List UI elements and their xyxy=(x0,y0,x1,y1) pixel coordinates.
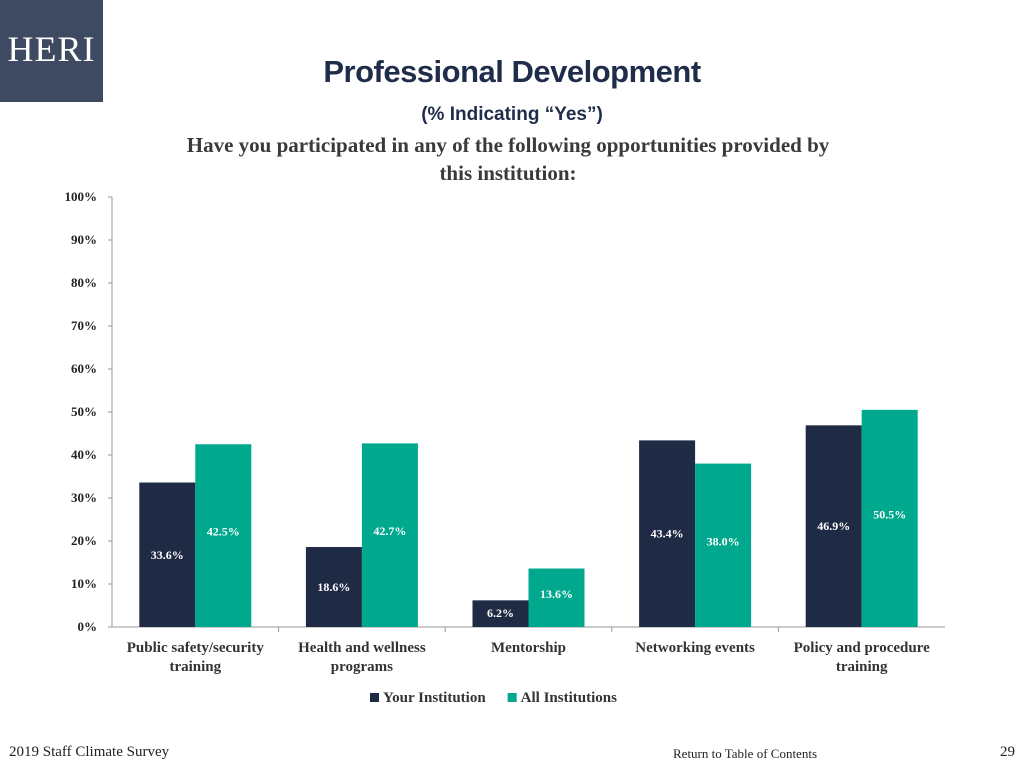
y-tick-label: 100% xyxy=(65,189,98,204)
heri-logo: HERI xyxy=(0,0,103,102)
x-category-label: programs xyxy=(331,659,393,675)
data-label: 33.6% xyxy=(151,548,184,562)
data-label: 50.5% xyxy=(873,507,906,521)
page-subtitle: (% Indicating “Yes”) xyxy=(421,104,603,125)
bar-all-institutions xyxy=(195,444,252,627)
y-tick-label: 50% xyxy=(71,404,97,419)
x-category-label: Public safety/security xyxy=(127,640,265,656)
x-category-label: training xyxy=(836,659,888,675)
logo-text: HERI xyxy=(7,29,96,69)
y-tick-label: 60% xyxy=(71,361,97,376)
bar-your-institution xyxy=(305,547,362,627)
bar-all-institutions xyxy=(528,568,585,627)
bar-your-institution xyxy=(139,482,196,627)
x-category-label: Health and wellness xyxy=(298,640,426,656)
bar-all-institutions xyxy=(861,409,918,627)
bar-all-institutions xyxy=(695,463,752,627)
y-tick-label: 40% xyxy=(71,447,97,462)
survey-name: 2019 Staff Climate Survey xyxy=(9,744,170,760)
y-tick-label: 70% xyxy=(71,318,97,333)
data-label: 43.4% xyxy=(651,527,684,541)
x-category-label: Mentorship xyxy=(491,640,566,656)
x-category-label: Networking events xyxy=(635,640,755,656)
bar-chart: 0% 10% 20% 30% 40% 50% 60% 70% 80% 90% 100% 33.6% 42… xyxy=(65,189,945,706)
bar-all-institutions xyxy=(361,443,418,627)
data-label: 42.5% xyxy=(207,525,240,539)
page-title: Professional Development xyxy=(323,54,701,89)
toc-link[interactable]: Return to Table of Contents xyxy=(673,746,817,761)
y-tick-label: 20% xyxy=(71,533,97,548)
x-category-label: Policy and procedure xyxy=(794,640,930,656)
legend-swatch xyxy=(370,693,379,702)
y-tick-label: 30% xyxy=(71,490,97,505)
y-tick-label: 90% xyxy=(71,232,97,247)
bar-your-institution xyxy=(472,600,529,627)
legend-label: Your Institution xyxy=(383,690,486,706)
survey-question: Have you participated in any of the foll… xyxy=(186,133,830,185)
legend-label: All Institutions xyxy=(521,690,617,706)
x-category-label: training xyxy=(169,659,221,675)
bar-your-institution xyxy=(639,440,696,627)
data-label: 18.6% xyxy=(317,580,350,594)
y-tick-label: 0% xyxy=(78,619,98,634)
data-label: 13.6% xyxy=(540,587,573,601)
y-tick-label: 10% xyxy=(71,576,97,591)
page-number: 29 xyxy=(1000,744,1015,760)
data-label: 46.9% xyxy=(817,519,850,533)
data-label: 6.2% xyxy=(487,606,514,620)
data-label: 38.0% xyxy=(707,534,740,548)
bar-your-institution xyxy=(805,425,862,627)
legend-swatch xyxy=(507,693,517,702)
y-tick-label: 80% xyxy=(71,275,97,290)
data-label: 42.7% xyxy=(373,524,406,538)
